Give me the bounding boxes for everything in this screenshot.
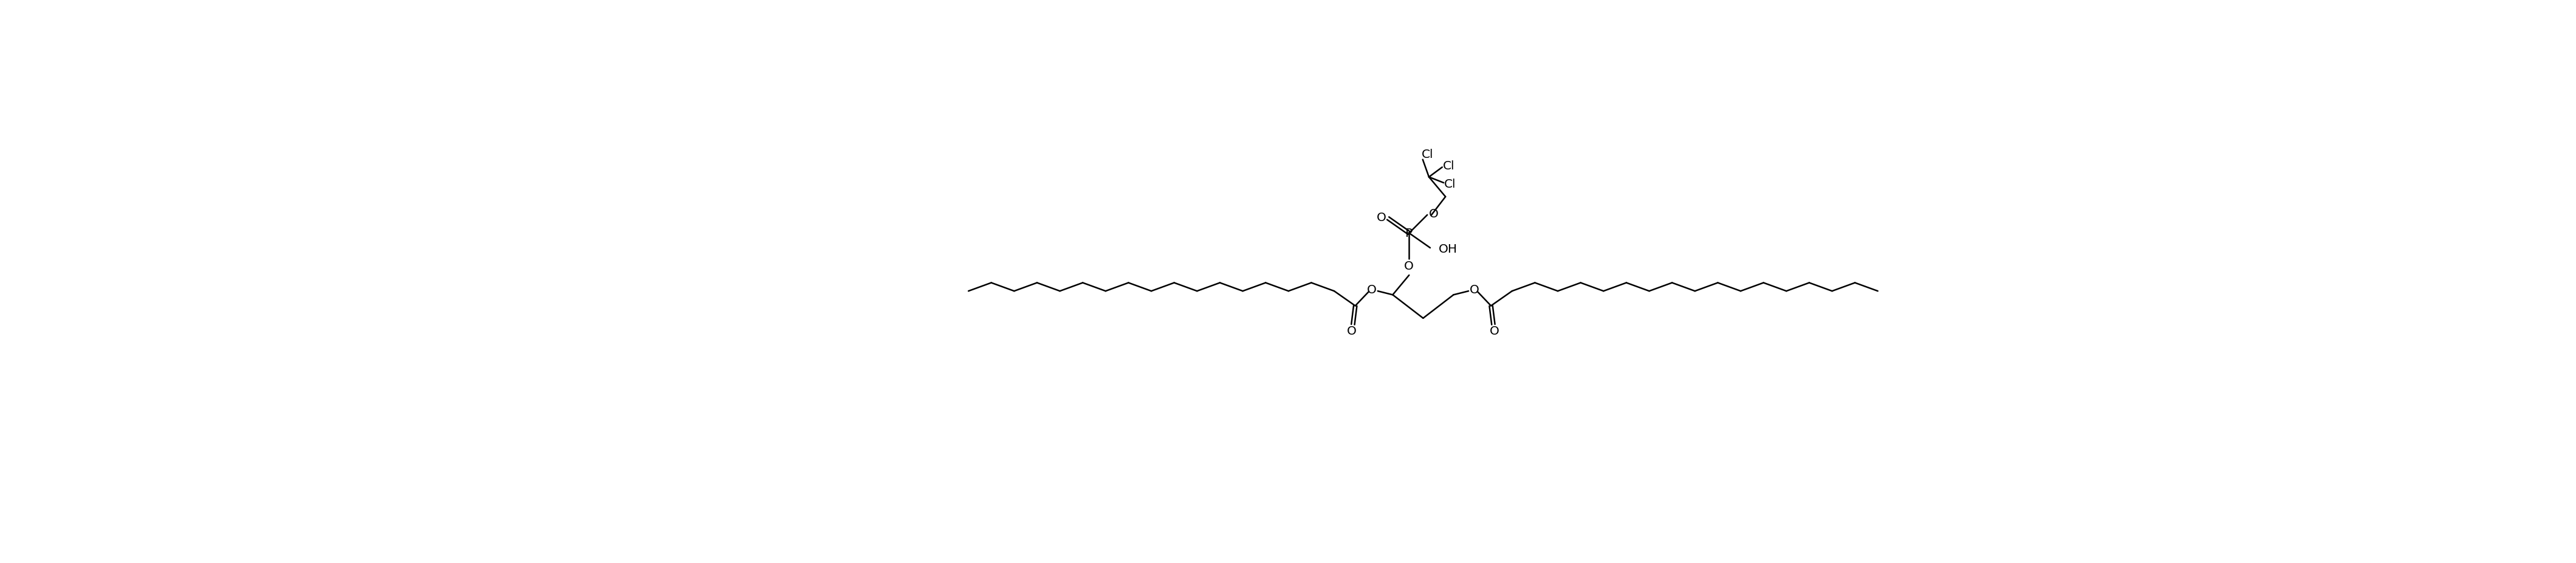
Text: P: P bbox=[1406, 227, 1412, 239]
Text: Cl: Cl bbox=[1445, 178, 1455, 190]
Text: Cl: Cl bbox=[1422, 149, 1432, 160]
Text: O: O bbox=[1430, 208, 1437, 220]
Text: O: O bbox=[1368, 284, 1376, 296]
Text: O: O bbox=[1471, 284, 1479, 296]
Text: O: O bbox=[1489, 325, 1499, 337]
Text: O: O bbox=[1376, 212, 1386, 224]
Text: O: O bbox=[1347, 325, 1358, 337]
Text: Cl: Cl bbox=[1443, 160, 1455, 172]
Text: OH: OH bbox=[1437, 243, 1458, 255]
Text: O: O bbox=[1404, 260, 1414, 272]
